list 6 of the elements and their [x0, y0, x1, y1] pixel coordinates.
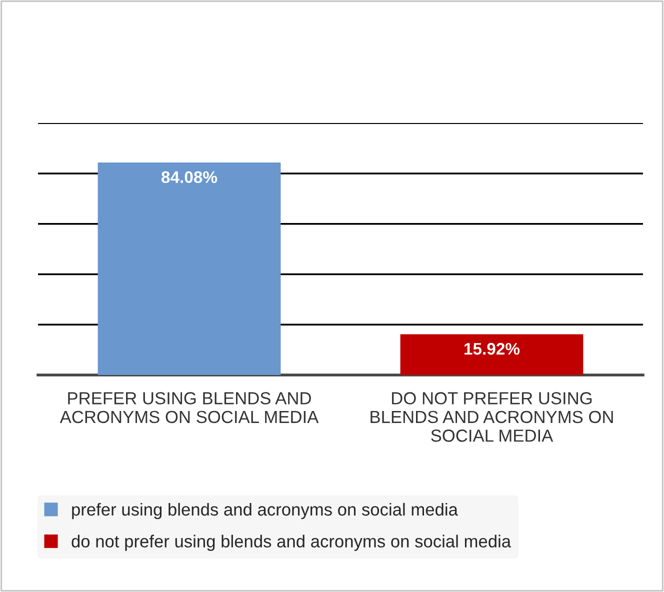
- x-tick-label: DO NOT PREFER USING BLENDS AND ACRONYMS ON SOCIAL MEDIA: [370, 392, 613, 442]
- data-label: 84.08%: [162, 171, 218, 184]
- data-label: 15.92%: [464, 342, 520, 355]
- legend-label: prefer using blends and acronyms on social media: [72, 502, 458, 520]
- legend-label: do not prefer using blends and acronyms on social media: [72, 534, 512, 551]
- x-tick-label: PREFER USING BLENDS AND ACRONYMS ON SOCIAL MEDIA: [60, 392, 319, 424]
